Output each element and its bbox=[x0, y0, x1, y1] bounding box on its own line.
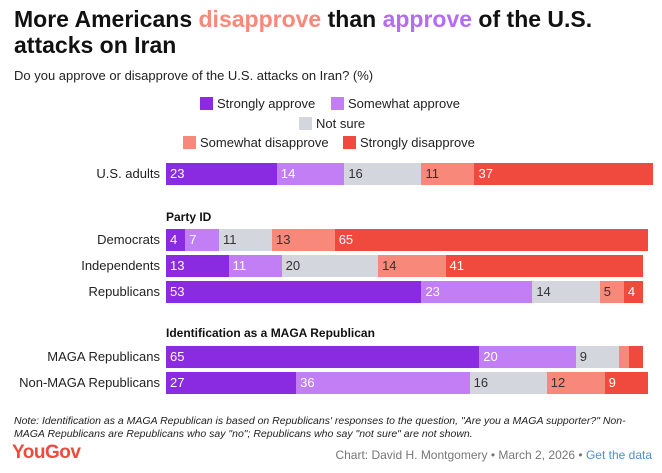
credit-line: Chart: David H. Montgomery • March 2, 20… bbox=[335, 448, 652, 462]
bar-segment bbox=[575, 346, 620, 368]
group-title: Party ID bbox=[166, 210, 212, 224]
chart-subtitle: Do you approve or disapprove of the U.S.… bbox=[14, 68, 374, 83]
bar-segment bbox=[474, 163, 653, 185]
legend-item-somewhat-disapprove: Somewhat disapprove bbox=[183, 134, 329, 150]
bar-segment bbox=[334, 229, 648, 251]
legend-swatch bbox=[299, 116, 312, 130]
legend-item-strongly-approve: Strongly approve bbox=[200, 95, 316, 111]
bar-segment bbox=[599, 281, 624, 303]
credit-text: Chart: David H. Montgomery • March 2, 20… bbox=[335, 448, 586, 462]
bar-segment bbox=[166, 163, 277, 185]
row-label: Democrats bbox=[97, 232, 160, 247]
bar-segment bbox=[281, 255, 379, 277]
bar-segment bbox=[546, 372, 605, 394]
legend-label: Somewhat approve bbox=[348, 95, 461, 111]
bar-segment bbox=[532, 281, 600, 303]
bar-segment bbox=[623, 281, 644, 303]
row-label: Non-MAGA Republicans bbox=[19, 375, 160, 390]
bar-segment bbox=[296, 372, 470, 394]
bar-segment bbox=[479, 346, 576, 368]
row-label: Independents bbox=[81, 258, 160, 273]
bar-segment bbox=[228, 255, 282, 277]
legend-label: Not sure bbox=[316, 115, 366, 131]
title-approve-text: approve bbox=[382, 6, 473, 32]
bar-segment bbox=[469, 372, 547, 394]
legend-label: Strongly approve bbox=[217, 95, 316, 111]
group-title: Identification as a MAGA Republican bbox=[166, 326, 375, 340]
bar-segment bbox=[604, 372, 648, 394]
title-text: of the U.S. attacks on Iran bbox=[14, 6, 593, 58]
title-disapprove-text: disapprove bbox=[198, 6, 322, 32]
bar-segment bbox=[185, 229, 219, 251]
legend-swatch bbox=[343, 135, 356, 149]
bar-segment bbox=[421, 163, 475, 185]
bar-segment bbox=[166, 255, 229, 277]
bar-segment bbox=[272, 229, 335, 251]
footnote: Note: Identification as a MAGA Republica… bbox=[14, 415, 626, 440]
title-text: More Americans bbox=[14, 6, 199, 32]
title-text: than bbox=[321, 6, 383, 32]
yougov-logo: YouGov bbox=[12, 442, 81, 463]
bar-segment bbox=[378, 255, 446, 277]
bar-segment bbox=[166, 346, 480, 368]
legend-item-somewhat-approve: Somewhat approve bbox=[331, 95, 461, 111]
bar-segment bbox=[166, 229, 186, 251]
row-label: Republicans bbox=[88, 284, 160, 299]
bar-segment bbox=[619, 346, 629, 368]
legend-label: Strongly disapprove bbox=[360, 134, 475, 150]
bar-segment bbox=[445, 255, 644, 277]
legend-item-not-sure: Not sure bbox=[299, 115, 366, 131]
row-label: U.S. adults bbox=[96, 166, 160, 181]
legend-swatch bbox=[183, 135, 196, 149]
bar-segment bbox=[628, 346, 644, 368]
get-the-data-link[interactable]: Get the data bbox=[585, 448, 652, 462]
bar-segment bbox=[166, 281, 422, 303]
bar-segment bbox=[219, 229, 273, 251]
legend-swatch bbox=[331, 96, 344, 110]
bar-segment bbox=[166, 372, 297, 394]
bar-segment bbox=[276, 163, 345, 185]
bar-segment bbox=[344, 163, 422, 185]
legend-label: Somewhat disapprove bbox=[200, 134, 329, 150]
bar-segment bbox=[421, 281, 533, 303]
row-label: MAGA Republicans bbox=[47, 349, 160, 364]
chart-title: More Americans disapprove than approve o… bbox=[14, 6, 654, 58]
legend-item-strongly-disapprove: Strongly disapprove bbox=[343, 134, 475, 150]
legend-swatch bbox=[200, 96, 213, 110]
